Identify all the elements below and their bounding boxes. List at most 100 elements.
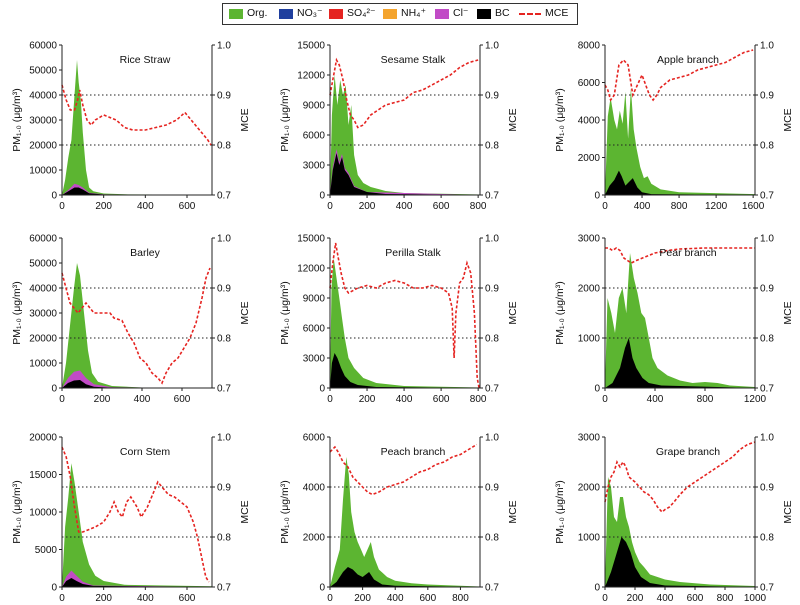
y-tick-label: 0: [594, 191, 600, 202]
mce-line: [61, 446, 210, 583]
y-axis-label: PM₁.₀ (μg/m³): [554, 88, 566, 152]
y2-tick-label: 1.0: [760, 433, 774, 444]
x-tick-label: 0: [59, 201, 65, 212]
chart-title: Peach branch: [381, 446, 446, 458]
y2-tick-label: 0.9: [760, 91, 774, 102]
bc-area: [62, 578, 212, 587]
x-tick-label: 800: [717, 593, 734, 604]
y2-tick-label: 0.8: [760, 334, 774, 345]
y2-tick-label: 1.0: [760, 234, 774, 245]
x-tick-label: 1200: [705, 201, 728, 212]
y2-tick-label: 0.7: [217, 384, 231, 395]
y2-axis-label: MCE: [507, 500, 519, 523]
y-tick-label: 2000: [578, 483, 601, 494]
legend-swatch-org: [229, 9, 243, 19]
y-tick-label: 3000: [578, 433, 601, 444]
y2-tick-label: 0.9: [217, 284, 231, 295]
x-tick-label: 600: [433, 201, 450, 212]
chart-panel-4: 0 10000 20000 30000 40000 50000 60000 0.7 0.8 0.9…: [11, 234, 251, 406]
x-tick-label: 800: [697, 394, 714, 405]
bc-area: [330, 153, 480, 195]
y-tick-label: 5000: [35, 545, 58, 556]
x-tick-label: 400: [137, 201, 154, 212]
y-tick-label: 15000: [297, 234, 325, 245]
y2-tick-label: 0.7: [217, 191, 231, 202]
x-tick-label: 0: [327, 593, 333, 604]
mce-line: [61, 84, 212, 146]
y-tick-label: 0: [51, 583, 57, 594]
y-tick-label: 15000: [297, 41, 325, 52]
x-tick-label: 200: [359, 394, 376, 405]
y2-tick-label: 1.0: [217, 433, 231, 444]
y-axis-label: PM₁.₀ (μg/m³): [279, 480, 291, 544]
y-tick-label: 0: [51, 191, 57, 202]
y2-tick-label: 1.0: [217, 41, 231, 52]
org-area: [330, 258, 480, 388]
y-axis-label: PM₁.₀ (μg/m³): [11, 281, 23, 345]
legend-swatch-bc: [477, 9, 491, 19]
y-tick-label: 0: [51, 384, 57, 395]
mce-line: [604, 49, 754, 102]
bc-area: [330, 567, 480, 587]
y2-tick-label: 1.0: [217, 234, 231, 245]
y2-tick-label: 0.8: [217, 533, 231, 544]
y-tick-label: 10000: [29, 508, 57, 519]
y2-tick-label: 0.9: [760, 483, 774, 494]
legend-line-mce: [519, 13, 541, 15]
y-tick-label: 3000: [303, 161, 326, 172]
x-tick-label: 400: [657, 593, 674, 604]
chart-panel-2: 0 3000 6000 9000 12000 15000 0.7 0.8 0.9 1.0 0 200 4…: [279, 41, 519, 213]
y-tick-label: 6000: [303, 433, 326, 444]
y-axis-label: PM₁.₀ (μg/m³): [279, 88, 291, 152]
y-tick-label: 2000: [303, 533, 326, 544]
y-tick-label: 10000: [29, 359, 57, 370]
x-tick-label: 400: [396, 201, 413, 212]
y-tick-label: 10000: [29, 166, 57, 177]
x-tick-label: 200: [359, 201, 376, 212]
mce-line: [329, 443, 478, 496]
y-tick-label: 0: [319, 384, 325, 395]
y-tick-label: 40000: [29, 284, 57, 295]
chart-panel-6: 0 1000 2000 3000 0.7 0.8 0.9 1.0 0 400 800 1200 Pear…: [554, 234, 794, 406]
chart-panel-8: 0 2000 4000 6000 0.7 0.8 0.9 1.0 0 200 400 600 800 Pe…: [279, 433, 519, 605]
chart-title: Corn Stem: [120, 446, 170, 458]
org-area: [605, 88, 755, 195]
chart-panel-3: 0 2000 4000 6000 8000 0.7 0.8 0.9 1.0 0 400 800 1200…: [554, 41, 794, 213]
bc-area: [605, 537, 755, 587]
x-tick-label: 600: [179, 593, 196, 604]
chart-panel-1: 0 10000 20000 30000 40000 50000 60000 0.7 0.8 0.9…: [11, 41, 251, 213]
y-tick-label: 6000: [578, 78, 601, 89]
x-tick-label: 400: [634, 201, 651, 212]
y2-axis-label: MCE: [239, 500, 251, 523]
legend-label-so4: SO₄²⁻: [347, 7, 376, 19]
legend-label-cl: Cl⁻: [453, 7, 469, 19]
y2-tick-label: 0.8: [485, 533, 499, 544]
y-tick-label: 3000: [303, 354, 326, 365]
x-tick-label: 0: [602, 201, 608, 212]
y2-tick-label: 0.8: [485, 141, 499, 152]
y2-tick-label: 1.0: [485, 234, 499, 245]
x-tick-label: 400: [396, 394, 413, 405]
org-area: [62, 60, 212, 195]
y-tick-label: 1000: [578, 334, 601, 345]
y-axis-label: PM₁.₀ (μg/m³): [554, 480, 566, 544]
x-tick-label: 0: [327, 201, 333, 212]
y-tick-label: 60000: [29, 234, 57, 245]
y-tick-label: 0: [319, 191, 325, 202]
y-tick-label: 15000: [29, 470, 57, 481]
x-tick-label: 800: [671, 201, 688, 212]
chart-title: Barley: [130, 247, 161, 259]
chart-panel-9: 0 1000 2000 3000 0.7 0.8 0.9 1.0 0 200 400 600 800 10…: [554, 433, 794, 605]
y2-tick-label: 0.8: [760, 533, 774, 544]
legend: Org. NO₃⁻ SO₄²⁻ NH₄⁺ Cl⁻ BC MCE: [222, 3, 578, 25]
y2-tick-label: 0.9: [485, 483, 499, 494]
x-tick-label: 0: [59, 394, 65, 405]
y2-axis-label: MCE: [239, 301, 251, 324]
bc-area: [330, 353, 480, 388]
x-tick-label: 600: [179, 201, 196, 212]
legend-label-bc: BC: [495, 7, 510, 19]
chart-title: Sesame Stalk: [381, 54, 447, 66]
legend-label-org: Org.: [247, 7, 268, 19]
y2-tick-label: 0.7: [760, 583, 774, 594]
